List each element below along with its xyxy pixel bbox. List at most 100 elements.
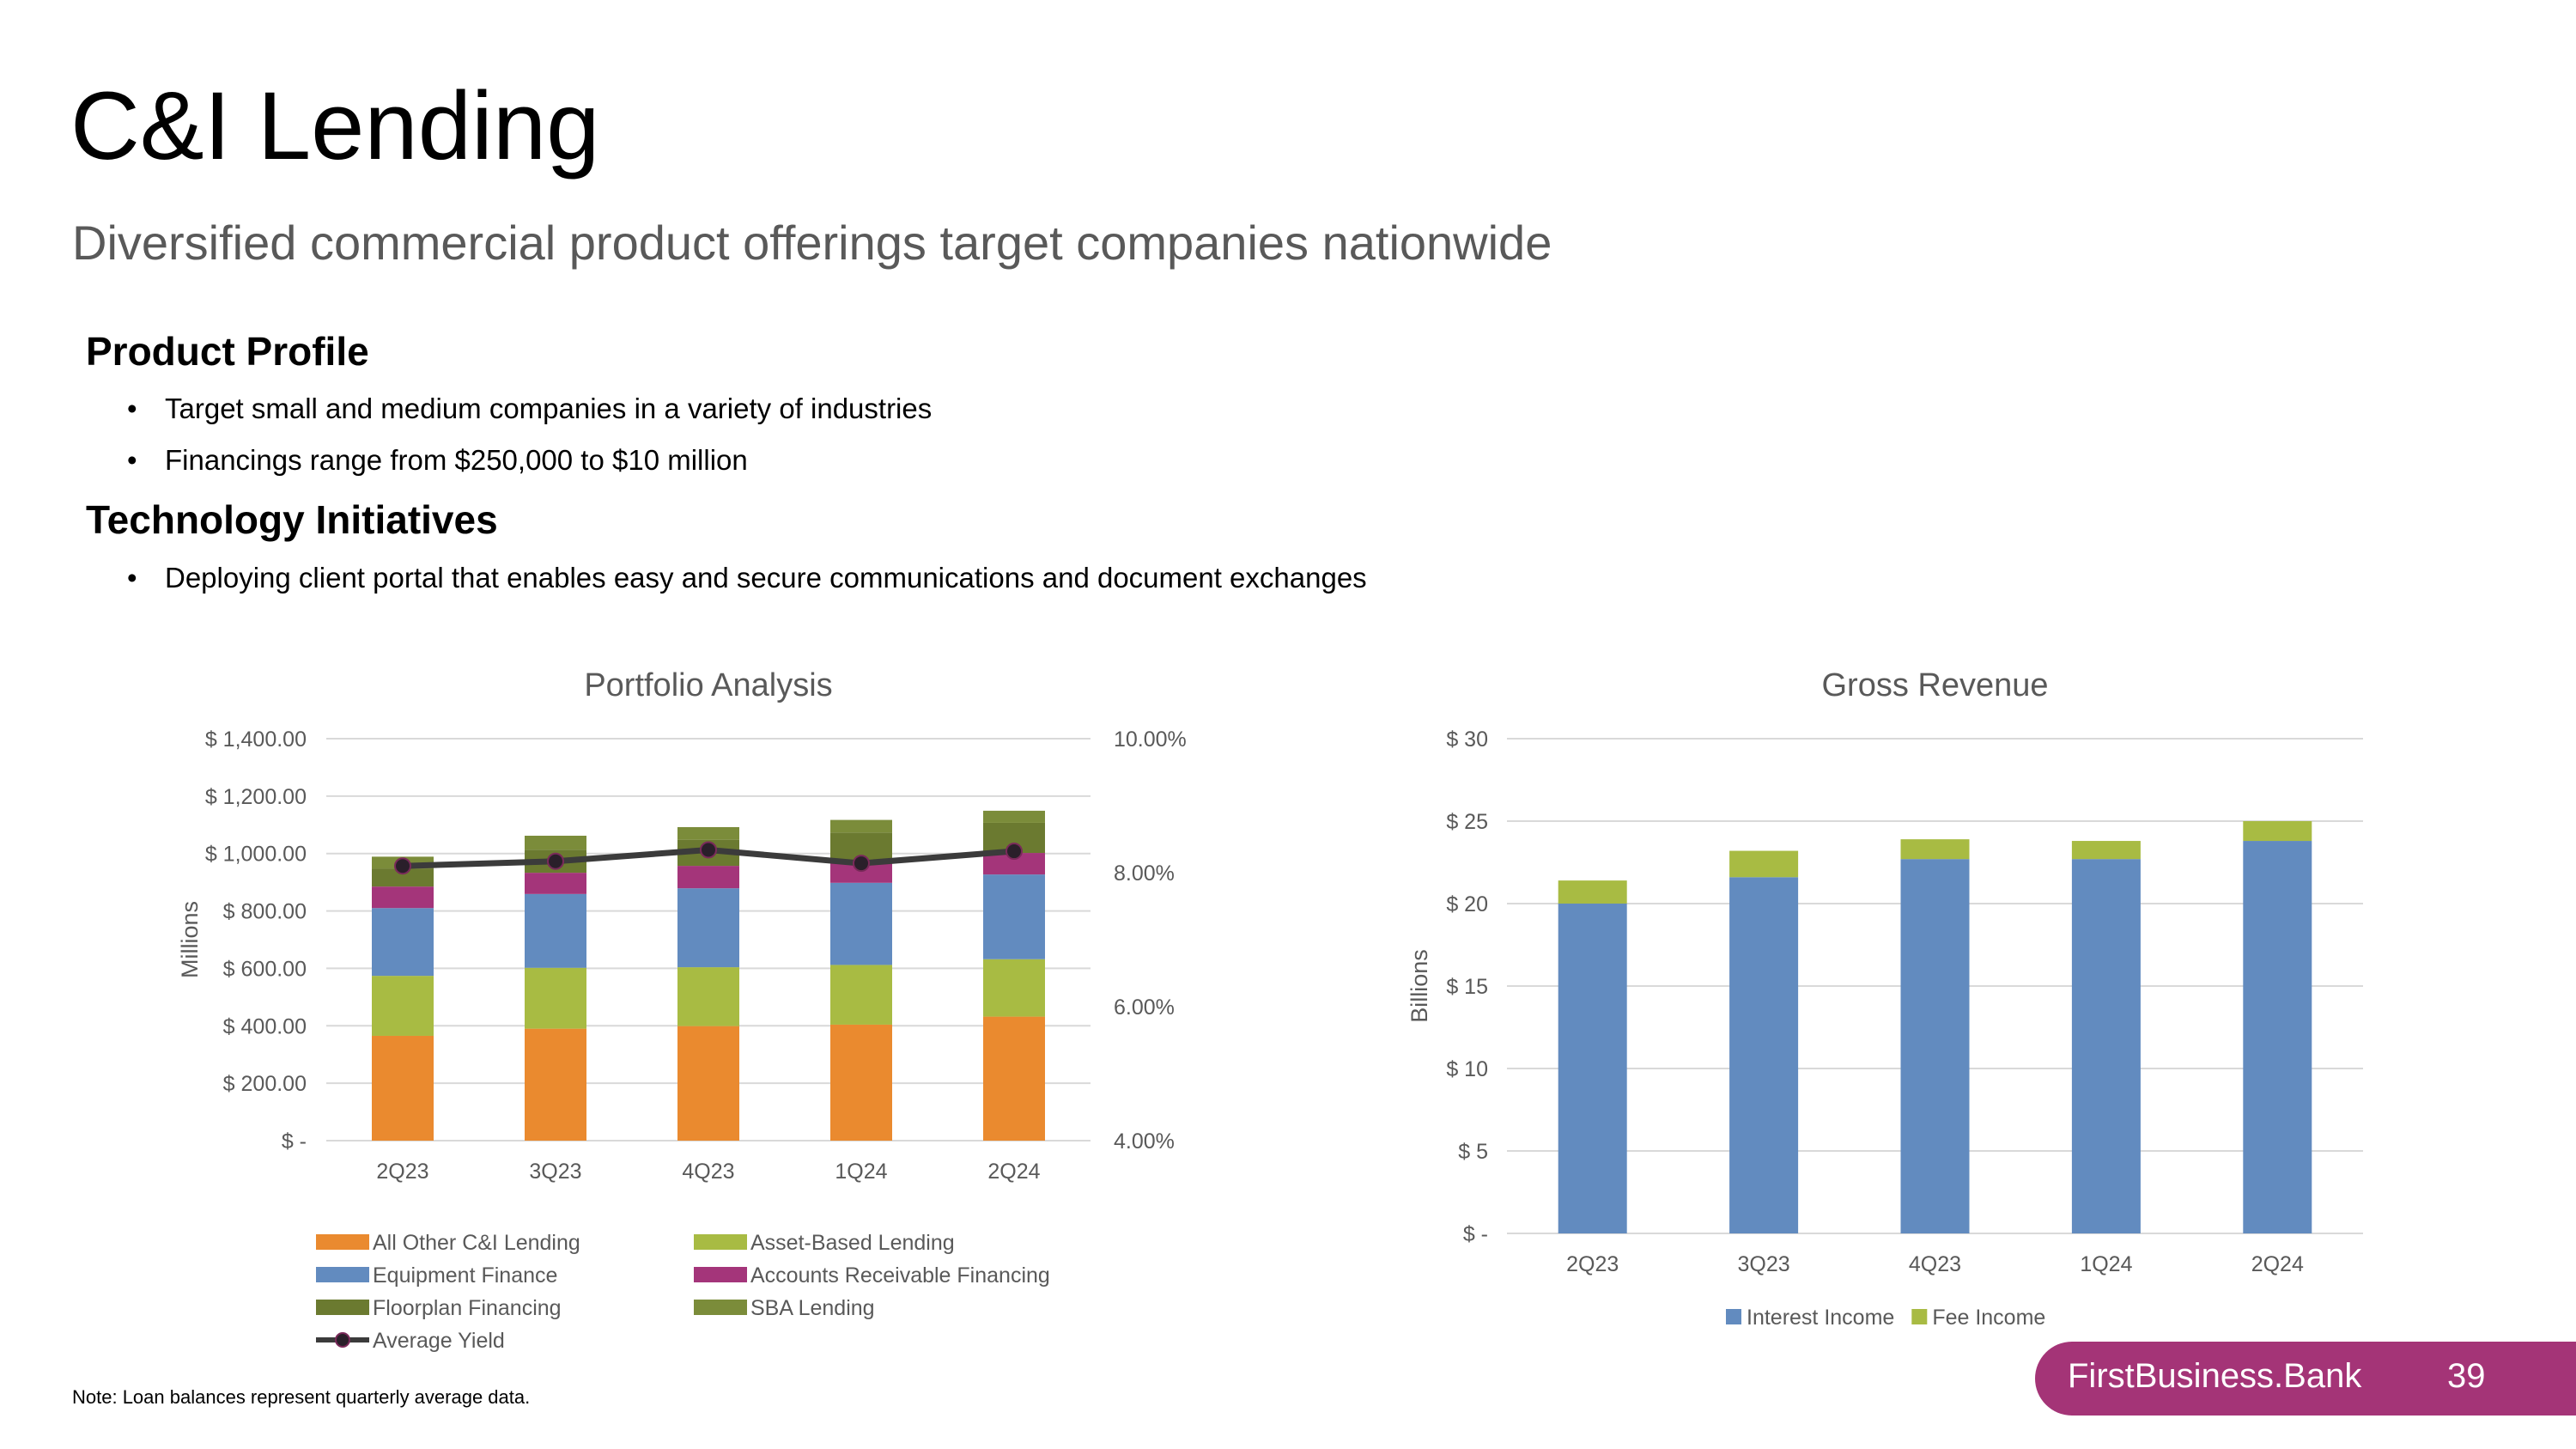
bar-segment	[2071, 859, 2141, 1233]
y-tick-label: $ 800.00	[223, 900, 307, 924]
legend-swatch	[694, 1300, 747, 1315]
y-tick-label: $ -	[1463, 1222, 1488, 1246]
y-tick-label: $ 1,400.00	[205, 728, 307, 752]
x-tick-label: 2Q24	[987, 1160, 1040, 1184]
bar-segment	[1900, 839, 1970, 860]
legend-marker	[335, 1332, 350, 1348]
legend-label: Floorplan Financing	[373, 1296, 562, 1320]
legend-label: Accounts Receivable Financing	[750, 1263, 1050, 1288]
x-tick-label: 1Q24	[835, 1160, 887, 1184]
bar-segment	[1900, 859, 1970, 1233]
y-tick-label: $ 30	[1446, 728, 1488, 752]
bar-segment	[983, 1016, 1045, 1141]
legend-label: Interest Income	[1747, 1306, 1894, 1330]
legend-swatch	[1726, 1309, 1741, 1324]
page-title: C&I Lending	[70, 72, 600, 180]
bar-segment	[2243, 821, 2312, 842]
legend-swatch	[694, 1234, 747, 1250]
section-heading-technology: Technology Initiatives	[86, 497, 498, 542]
bar-segment	[677, 967, 739, 1026]
bar-segment	[2243, 841, 2312, 1233]
legend-label: SBA Lending	[750, 1296, 875, 1320]
x-tick-label: 2Q24	[2251, 1252, 2304, 1276]
bullet-icon: •	[127, 444, 137, 476]
bar-segment	[983, 810, 1045, 823]
legend-label: Average Yield	[373, 1329, 505, 1353]
bar-segment	[525, 873, 586, 894]
yield-point	[1005, 843, 1023, 861]
legend-swatch	[1911, 1309, 1928, 1324]
x-tick-label: 1Q24	[2080, 1252, 2132, 1276]
legend-label: Fee Income	[1932, 1306, 2045, 1330]
bar-segment	[372, 868, 434, 887]
yield-point	[547, 852, 564, 870]
y-tick-label: $ 25	[1446, 810, 1488, 834]
bullet-icon: •	[127, 562, 137, 594]
bar-segment	[677, 1026, 739, 1141]
bar-segment	[372, 886, 434, 909]
legend-swatch	[316, 1300, 369, 1315]
bar-segment	[2071, 841, 2141, 860]
bar-segment	[1558, 880, 1627, 904]
bar-segment	[677, 888, 739, 968]
bullet-icon: •	[127, 393, 137, 424]
y-tick-label: $ 600.00	[223, 957, 307, 981]
bar-segment	[1729, 877, 1799, 1233]
bar-segment	[983, 959, 1045, 1017]
x-tick-label: 2Q23	[376, 1160, 428, 1184]
page-subtitle: Diversified commercial product offerings…	[72, 216, 1552, 270]
bar-segment	[525, 893, 586, 968]
bar-segment	[677, 826, 739, 840]
y-tick-label: $ 1,200.00	[205, 785, 307, 809]
bar-segment	[830, 819, 892, 833]
bullet-item: • Financings range from $250,000 to $10 m…	[127, 444, 748, 476]
x-tick-label: 4Q23	[1909, 1252, 1961, 1276]
y-tick-label: $ 10	[1446, 1057, 1488, 1081]
bar-segment	[1558, 904, 1627, 1233]
legend-swatch	[316, 1234, 369, 1250]
legend-label: Equipment Finance	[373, 1263, 557, 1288]
x-tick-label: 4Q23	[682, 1160, 734, 1184]
page-number: 39	[2447, 1357, 2486, 1395]
section-heading-product-profile: Product Profile	[86, 329, 369, 374]
y-axis-label: Billions	[1406, 949, 1432, 1023]
bar-segment	[830, 1024, 892, 1141]
bullet-item: • Target small and medium companies in a …	[127, 393, 933, 424]
bar-segment	[372, 908, 434, 977]
y-tick-label: $ 400.00	[223, 1014, 307, 1038]
y-tick-label: $ 5	[1458, 1140, 1488, 1164]
yield-point	[853, 855, 870, 873]
x-tick-label: 2Q23	[1566, 1252, 1619, 1276]
bar-segment	[525, 967, 586, 1029]
y-tick-label: $ -	[282, 1129, 307, 1154]
bar-segment	[372, 1035, 434, 1141]
legend-label: All Other C&I Lending	[373, 1231, 580, 1255]
y-tick-label: $ 15	[1446, 975, 1488, 999]
y-axis-label: Millions	[177, 901, 203, 978]
x-tick-label: 3Q23	[529, 1160, 581, 1184]
bar-segment	[1729, 850, 1799, 878]
yield-point	[700, 841, 717, 859]
y-tick-label: $ 20	[1446, 892, 1488, 916]
bullet-item: • Deploying client portal that enables ea…	[127, 562, 1367, 594]
bar-segment	[525, 835, 586, 850]
chart-title: Gross Revenue	[1821, 667, 2048, 703]
y2-tick-label: 6.00%	[1114, 995, 1175, 1020]
legend-swatch	[316, 1267, 369, 1282]
bar-segment	[830, 965, 892, 1025]
brand-logo-text: FirstBusiness.Bank	[2068, 1357, 2362, 1395]
y2-tick-label: 4.00%	[1114, 1129, 1175, 1154]
bar-segment	[372, 976, 434, 1036]
yield-point	[394, 857, 411, 875]
bar-segment	[983, 874, 1045, 959]
bar-segment	[525, 1028, 586, 1141]
bar-segment	[677, 866, 739, 889]
brand-footer-bar: FirstBusiness.Bank 39	[2035, 1342, 2576, 1416]
legend-label: Asset-Based Lending	[750, 1231, 955, 1255]
chart-title: Portfolio Analysis	[584, 667, 832, 703]
bar-segment	[830, 882, 892, 965]
y2-tick-label: 10.00%	[1114, 728, 1187, 752]
footnote: Note: Loan balances represent quarterly …	[72, 1386, 531, 1408]
x-tick-label: 3Q23	[1738, 1252, 1790, 1276]
y-tick-label: $ 1,000.00	[205, 843, 307, 867]
